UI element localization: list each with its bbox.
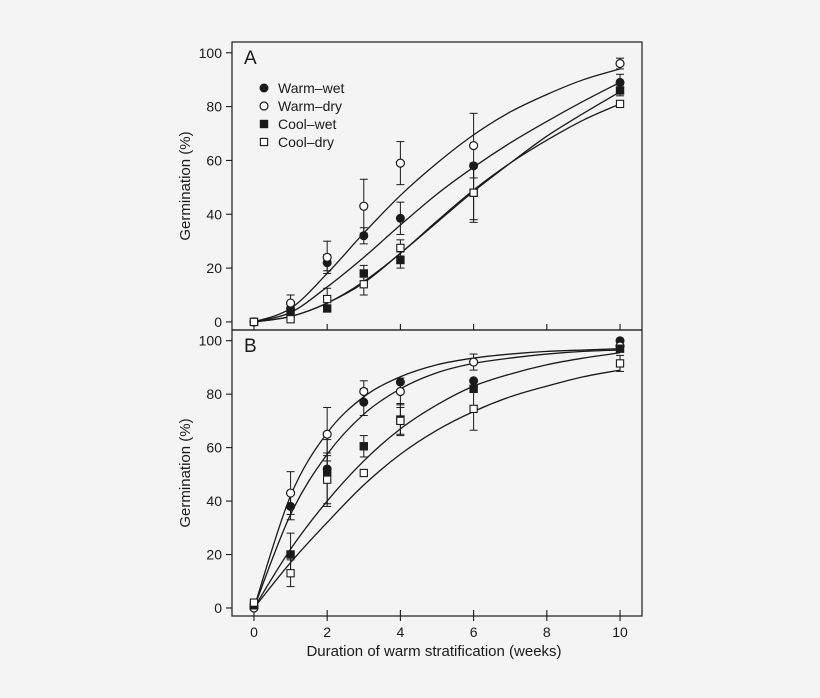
y-tick-label: 20 xyxy=(206,547,222,563)
point-warm-dry xyxy=(615,58,625,69)
point-cool-dry xyxy=(615,99,625,109)
point-warm-dry xyxy=(285,488,296,498)
plot-frame xyxy=(231,329,643,617)
fit-curve-warm-wet xyxy=(253,81,621,323)
legend-marker-cool-dry xyxy=(259,137,269,147)
point-cool-dry xyxy=(323,294,332,304)
point-cool-dry xyxy=(249,317,259,327)
point-cool-dry xyxy=(359,280,368,289)
panel-a: 0 20 40 60 80 100 Germination (%) A Warm–wet Warm… xyxy=(177,41,643,331)
point-cool-dry xyxy=(323,475,332,484)
point-warm-dry xyxy=(322,252,332,262)
x-tick-label: 2 xyxy=(323,624,331,640)
x-tick-label: 4 xyxy=(396,624,404,640)
fit-curve-cool-dry xyxy=(253,369,621,609)
fit-curve-warm-wet xyxy=(253,349,621,609)
legend-label-warm-wet: Warm–wet xyxy=(278,80,344,96)
y-tick-label: 60 xyxy=(206,440,222,456)
point-warm-dry xyxy=(395,386,405,397)
panel-label: A xyxy=(244,48,257,69)
y-tick-label: 0 xyxy=(214,600,222,616)
legend-marker-warm-wet xyxy=(259,83,269,93)
point-warm-dry xyxy=(359,386,369,397)
fit-curve-cool-wet xyxy=(253,352,621,609)
y-tick-label: 80 xyxy=(206,99,222,115)
x-axis-label: Duration of warm stratification (weeks) xyxy=(306,643,561,660)
fit-curve-warm-dry xyxy=(253,348,621,609)
point-warm-dry xyxy=(469,141,479,151)
y-axis-label: Germination (%) xyxy=(177,418,194,527)
point-warm-dry xyxy=(469,357,479,367)
point-cool-dry xyxy=(249,598,259,607)
legend-label-cool-wet: Cool–wet xyxy=(278,116,336,132)
point-cool-wet xyxy=(615,344,625,353)
point-warm-dry xyxy=(285,298,296,308)
x-tick-label: 8 xyxy=(543,624,551,640)
legend-marker-warm-dry xyxy=(259,101,269,111)
point-cool-dry xyxy=(615,359,625,368)
y-tick-label: 60 xyxy=(206,152,222,168)
legend-marker-cool-wet xyxy=(259,119,269,129)
y-tick-label: 100 xyxy=(199,333,223,349)
point-cool-wet xyxy=(359,442,368,451)
x-tick-label: 0 xyxy=(250,624,258,640)
point-cool-dry xyxy=(469,188,478,197)
y-tick-label: 20 xyxy=(206,260,222,276)
fit-curve-cool-dry xyxy=(253,103,621,323)
panel-label: B xyxy=(244,336,257,357)
fit-curve-warm-dry xyxy=(253,68,621,323)
point-warm-wet xyxy=(469,376,479,386)
y-axis-label: Germination (%) xyxy=(177,131,194,240)
point-cool-wet xyxy=(396,255,405,265)
point-warm-wet xyxy=(395,213,405,223)
point-cool-dry xyxy=(396,416,405,426)
y-tick-label: 40 xyxy=(206,206,222,222)
panel-b: 0 20 40 60 80 100 0 2 4 6 8 10 Germination (%) B xyxy=(177,329,643,640)
point-warm-dry xyxy=(395,158,405,168)
legend-label-cool-dry: Cool–dry xyxy=(278,134,334,150)
y-tick-label: 80 xyxy=(206,386,222,402)
point-cool-dry xyxy=(359,468,368,478)
point-cool-dry xyxy=(286,569,295,578)
point-cool-dry xyxy=(469,404,478,414)
point-cool-wet xyxy=(615,86,625,95)
point-warm-dry xyxy=(322,429,332,439)
legend-label-warm-dry: Warm–dry xyxy=(278,98,342,114)
x-tick-label: 6 xyxy=(470,624,478,640)
point-cool-dry xyxy=(286,315,295,324)
point-cool-dry xyxy=(396,243,405,253)
y-tick-label: 40 xyxy=(206,493,222,509)
point-warm-dry xyxy=(359,201,369,211)
y-tick-label: 0 xyxy=(214,314,222,330)
x-tick-label: 10 xyxy=(612,624,628,640)
y-tick-label: 100 xyxy=(199,45,223,61)
point-cool-wet xyxy=(286,550,295,559)
